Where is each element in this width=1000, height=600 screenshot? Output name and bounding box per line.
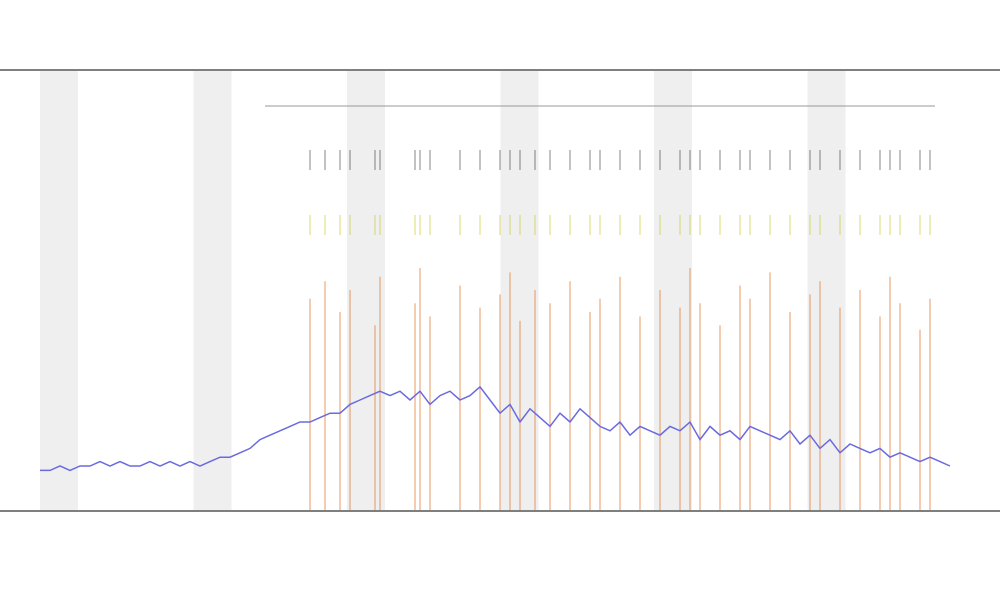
band [193, 71, 232, 510]
band [807, 71, 846, 510]
band [40, 71, 78, 510]
series-line [40, 385, 951, 472]
background-bands [40, 71, 846, 510]
band [347, 71, 385, 510]
